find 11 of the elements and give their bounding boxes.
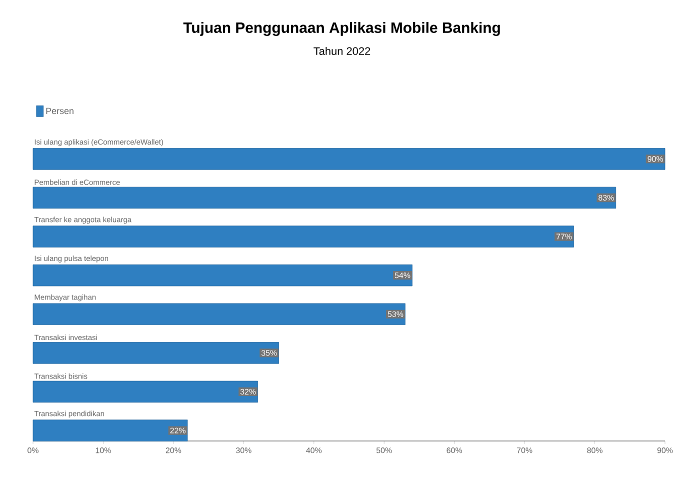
bar [32, 226, 574, 248]
chart-subtitle: Tahun 2022 [314, 46, 370, 56]
bar [32, 148, 666, 170]
bar [32, 380, 258, 403]
bar [32, 342, 279, 364]
bar [32, 303, 406, 325]
legend-label: Persen [46, 108, 74, 114]
bar [32, 420, 188, 442]
bar [32, 264, 412, 286]
chart-title: Tujuan Penggunaan Aplikasi Mobile Banking [183, 22, 500, 36]
bar [32, 186, 616, 209]
